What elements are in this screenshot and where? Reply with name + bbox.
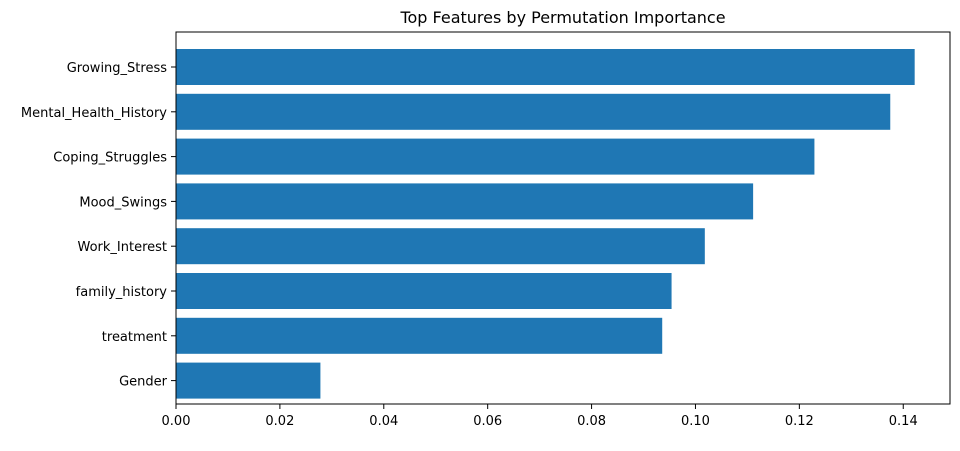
bars-layer xyxy=(176,49,915,399)
x-tick-label: 0.08 xyxy=(577,414,606,429)
y-tick-label: treatment xyxy=(102,330,167,345)
x-tick-label: 0.06 xyxy=(473,414,502,429)
y-tick-label: Mood_Swings xyxy=(79,195,167,210)
bar-mood-swings xyxy=(176,183,754,220)
y-axis: Growing_Stress Mental_Health_History Copin… xyxy=(21,61,176,390)
x-tick-label: 0.00 xyxy=(162,414,191,429)
bar-coping-struggles xyxy=(176,138,815,175)
x-tick-label: 0.14 xyxy=(889,414,918,429)
y-tick-label: family_history xyxy=(76,285,168,300)
bar-work-interest xyxy=(176,228,705,265)
x-tick-label: 0.02 xyxy=(265,414,294,429)
plot-frame xyxy=(175,31,951,405)
x-tick-label: 0.04 xyxy=(369,414,398,429)
chart-title: Top Features by Permutation Importance xyxy=(399,8,725,27)
y-tick-label: Work_Interest xyxy=(77,240,167,255)
y-tick-label: Growing_Stress xyxy=(67,61,168,76)
bar-treatment xyxy=(176,317,663,354)
x-tick-label: 0.10 xyxy=(681,414,710,429)
y-tick-label: Coping_Struggles xyxy=(53,151,167,166)
x-tick-label: 0.12 xyxy=(785,414,814,429)
bar-growing-stress xyxy=(176,49,915,85)
bar-mental-health-history xyxy=(176,93,891,130)
y-tick-label: Mental_Health_History xyxy=(21,106,167,121)
y-tick-label: Gender xyxy=(119,375,168,390)
bar-gender xyxy=(176,362,321,399)
bar-family-history xyxy=(176,273,672,309)
x-axis: 0.00 0.02 0.04 0.06 0.08 0.10 0.12 0.14 xyxy=(162,404,918,429)
